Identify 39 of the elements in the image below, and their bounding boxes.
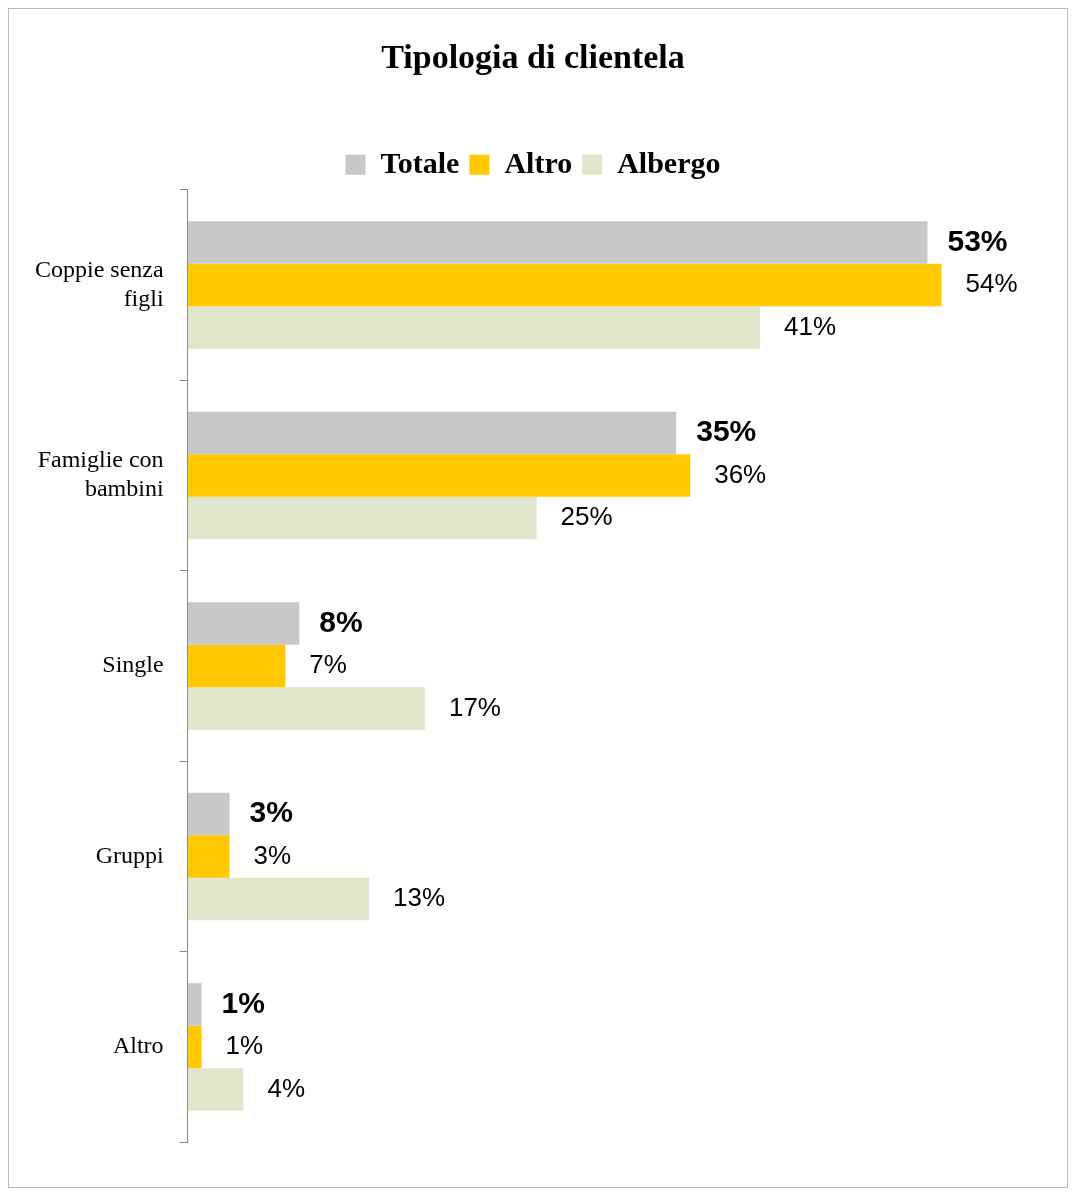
data-label: 4% <box>267 1072 306 1103</box>
data-label: 3% <box>253 839 292 870</box>
bar <box>187 263 942 307</box>
data-label: 1% <box>225 1030 264 1061</box>
bar <box>187 644 286 688</box>
bar <box>187 1025 202 1069</box>
chart-title: Tipologia di clientela <box>381 38 685 76</box>
y-tick-label: Coppie senza figli <box>35 255 164 311</box>
legend-label: Altro <box>504 145 573 179</box>
bar <box>187 411 677 455</box>
bar <box>187 1068 244 1111</box>
bar <box>187 687 425 730</box>
data-label: 8% <box>319 604 363 638</box>
bar <box>187 496 537 540</box>
data-label: 53% <box>947 223 1008 257</box>
data-label: 3% <box>249 795 293 829</box>
data-label: 7% <box>309 649 347 680</box>
data-label: 1% <box>221 985 265 1019</box>
y-tick-label: Gruppi <box>95 841 164 868</box>
data-label: 17% <box>448 691 501 722</box>
data-label: 25% <box>560 501 613 532</box>
bar <box>187 221 928 264</box>
legend-label: Albergo <box>617 145 721 179</box>
data-label: 36% <box>714 458 767 489</box>
bar <box>187 306 760 349</box>
bar <box>187 877 370 921</box>
data-label: 35% <box>696 414 757 448</box>
data-label: 13% <box>393 882 446 913</box>
y-tick-label: Famiglie con bambini <box>37 446 164 502</box>
bar <box>187 454 691 497</box>
y-tick-label: Altro <box>112 1032 164 1059</box>
bar <box>187 602 300 645</box>
bar <box>187 835 230 878</box>
legend-label: Totale <box>380 145 460 179</box>
bar <box>187 983 202 1026</box>
data-label: 41% <box>783 310 837 341</box>
data-label: 54% <box>965 268 1018 299</box>
bar <box>187 792 230 836</box>
y-tick-label: Single <box>102 651 164 678</box>
